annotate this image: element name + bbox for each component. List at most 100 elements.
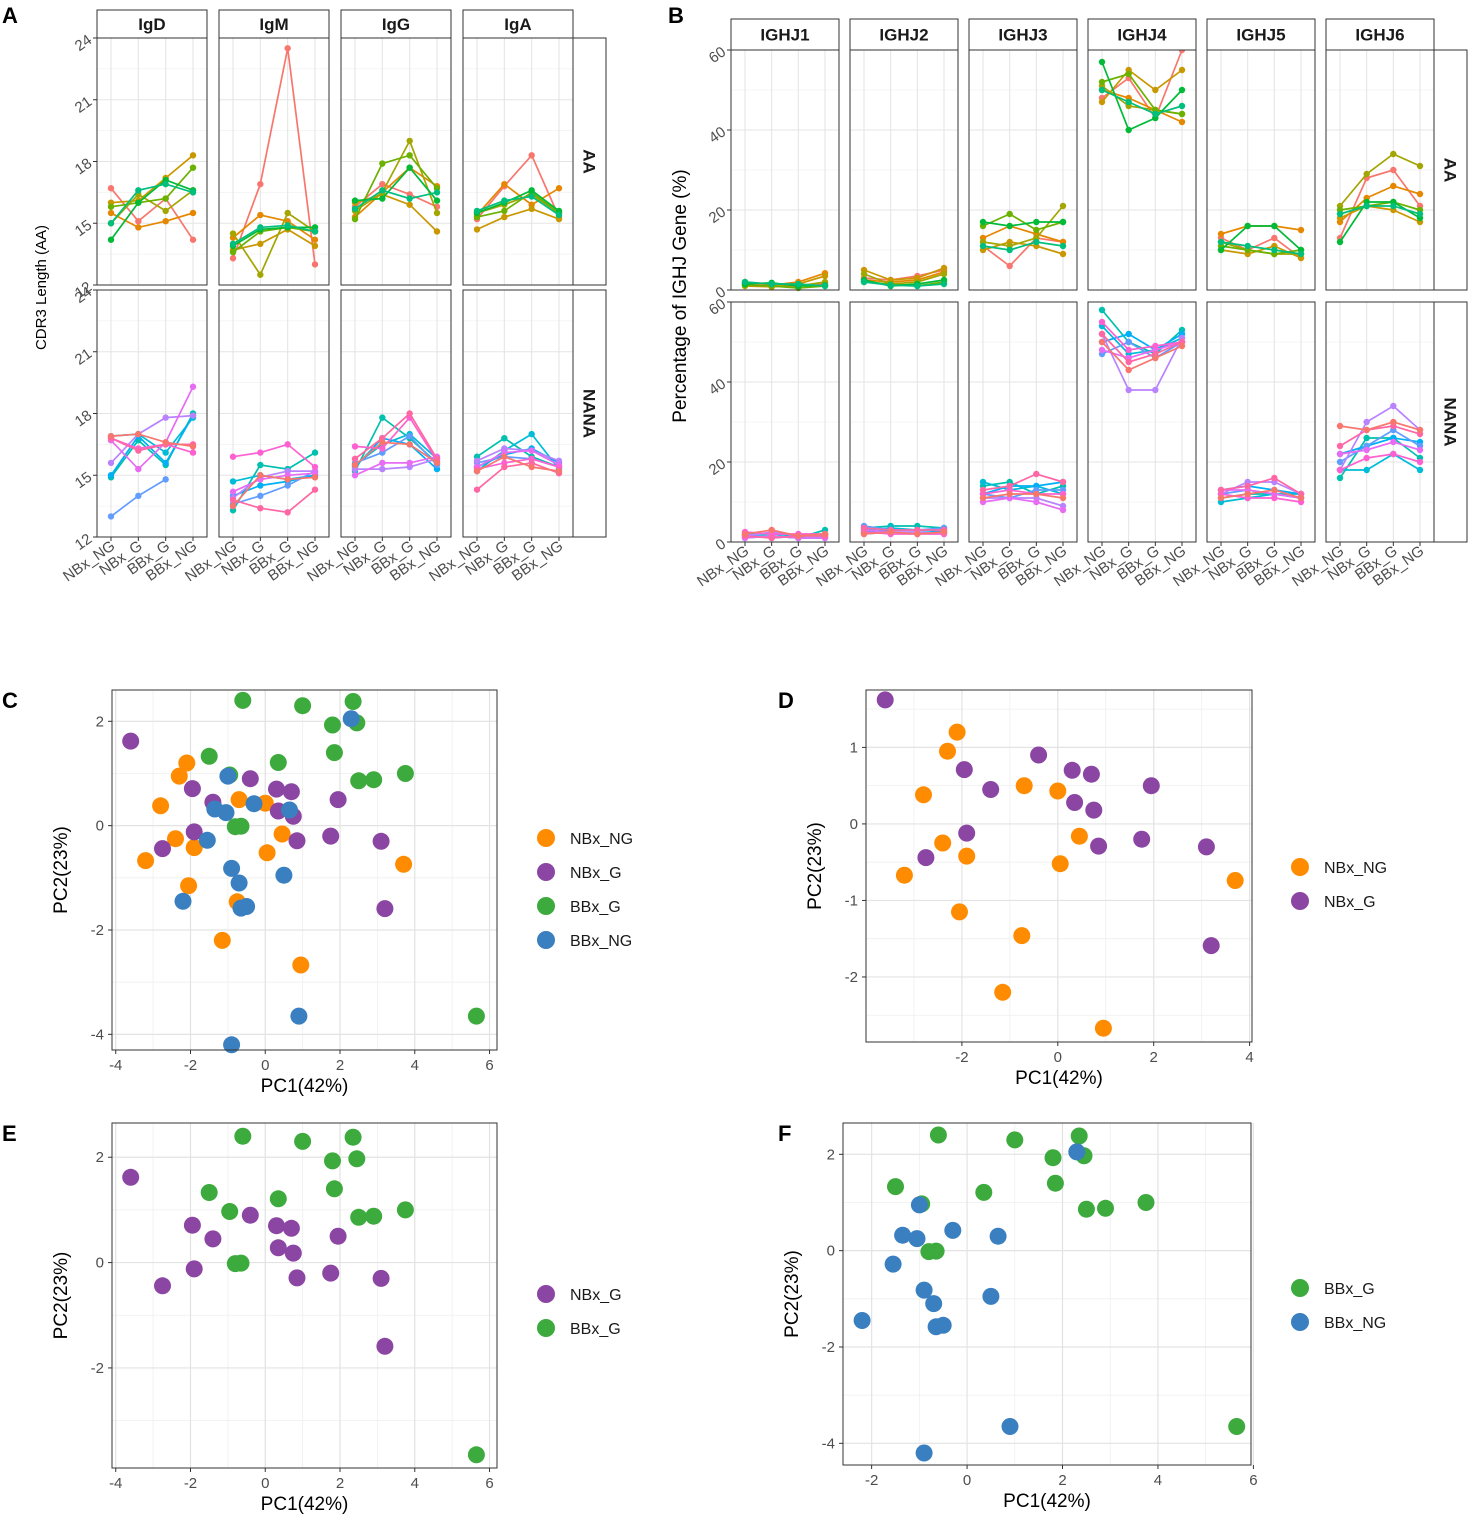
series-point [860, 270, 868, 278]
facet-strip [462, 9, 574, 39]
point-nbx-g [322, 1264, 340, 1282]
series-line [1340, 453, 1421, 471]
point-nbx-ng [1226, 872, 1244, 889]
series-point [528, 447, 535, 454]
point-nbx-ng [895, 866, 913, 884]
point-bbx-ng [217, 804, 235, 822]
x-tick-label: 0 [1054, 1049, 1062, 1066]
series-point [257, 472, 264, 479]
point-nbx-g [955, 761, 973, 779]
panel-label-c: C [2, 688, 18, 713]
series-point [107, 185, 115, 192]
series-point [1363, 418, 1370, 426]
point-bbx-g [232, 817, 250, 835]
series-line [476, 455, 560, 472]
series-point [433, 228, 441, 235]
series-point [229, 502, 237, 510]
point-nbx-g [876, 691, 894, 709]
point-nbx-g [183, 1216, 201, 1234]
point-bbx-g [325, 744, 343, 762]
series-point [1178, 118, 1186, 126]
series-point [1271, 222, 1278, 230]
series-point [979, 242, 987, 250]
series-point [257, 482, 264, 489]
facet-b-ighj3-aa: IGHJ3 [968, 18, 1078, 291]
series-point [229, 248, 237, 256]
facet-strip [968, 18, 1078, 51]
x-tick-label: 2 [1150, 1049, 1158, 1066]
series-point [433, 459, 441, 467]
point-bbx-ng [290, 1007, 308, 1025]
y-tick-label: -1 [845, 892, 858, 909]
legend-label: NBx_NG [570, 831, 633, 848]
row-strip-a-aa: AA [572, 37, 607, 286]
point-bbx-g [350, 772, 368, 790]
point-bbx-ng [915, 1281, 933, 1299]
x-tick-label: 6 [485, 1057, 493, 1074]
series-point [473, 457, 481, 465]
point-bbx-g [269, 754, 287, 771]
point-bbx-g [294, 1132, 312, 1150]
x-tick-label: -2 [865, 1472, 878, 1489]
series-line [982, 225, 1064, 243]
series-point [1006, 210, 1013, 218]
series-line [982, 241, 1064, 251]
series-point [1098, 98, 1106, 106]
x-tick-label: 4 [1245, 1049, 1253, 1066]
series-point [940, 280, 948, 288]
x-tick-label: -4 [109, 1475, 122, 1492]
series-line [476, 182, 560, 216]
point-bbx-g [365, 771, 383, 789]
y-tick-label: 24 [72, 31, 95, 54]
point-nbx-ng [178, 754, 196, 772]
point-nbx-ng [958, 847, 976, 865]
series-point [1059, 242, 1067, 250]
y-tick-label: -2 [91, 922, 104, 939]
series-point [768, 526, 775, 534]
series-point [555, 467, 563, 475]
point-bbx-g [200, 1184, 218, 1201]
row-strip-label: NANA [1441, 397, 1460, 446]
series-line [232, 470, 315, 499]
series-point [107, 432, 115, 440]
series-point [189, 164, 197, 171]
series-point [189, 236, 197, 243]
panel-label-f: F [778, 1121, 791, 1146]
series-line [354, 435, 438, 466]
series-point [887, 528, 894, 536]
x-tick-label: 2 [336, 1057, 344, 1074]
series-point [501, 207, 508, 215]
series-point [311, 242, 319, 250]
series-line [1101, 333, 1183, 351]
point-bbx-ng [925, 1295, 943, 1313]
point-bbx-g [1228, 1418, 1246, 1435]
point-nbx-g [1090, 837, 1108, 855]
series-point [1363, 434, 1370, 442]
legend-label: NBx_G [570, 865, 622, 882]
x-tick-label: 4 [411, 1057, 419, 1074]
series-point [1363, 202, 1370, 210]
series-point [1125, 366, 1132, 374]
y-axis-title: Percentage of IGHJ Gene (%) [670, 169, 691, 422]
series-point [979, 494, 987, 502]
series-line [1101, 333, 1183, 363]
point-bbx-ng [198, 831, 216, 849]
series-line [1101, 49, 1183, 120]
y-tick-label: 15 [72, 217, 95, 240]
point-bbx-g [324, 716, 341, 734]
facet-b-ighj4-aa: IGHJ4 [1087, 18, 1197, 291]
series-point [189, 412, 197, 419]
series-line [354, 412, 438, 460]
series-point [1390, 150, 1397, 158]
y-axis-title: CDR3 Length (AA) [33, 225, 50, 350]
x-axis-title: PC1(42%) [1003, 1491, 1091, 1512]
series-point [257, 271, 264, 278]
point-nbx-ng [1070, 827, 1088, 845]
point-bbx-g [348, 1150, 366, 1168]
point-nbx-g [183, 780, 201, 798]
series-line [982, 493, 1064, 499]
series-line [476, 457, 560, 470]
series-point [1363, 446, 1370, 454]
series-point [1217, 246, 1225, 254]
series-point [914, 282, 921, 290]
